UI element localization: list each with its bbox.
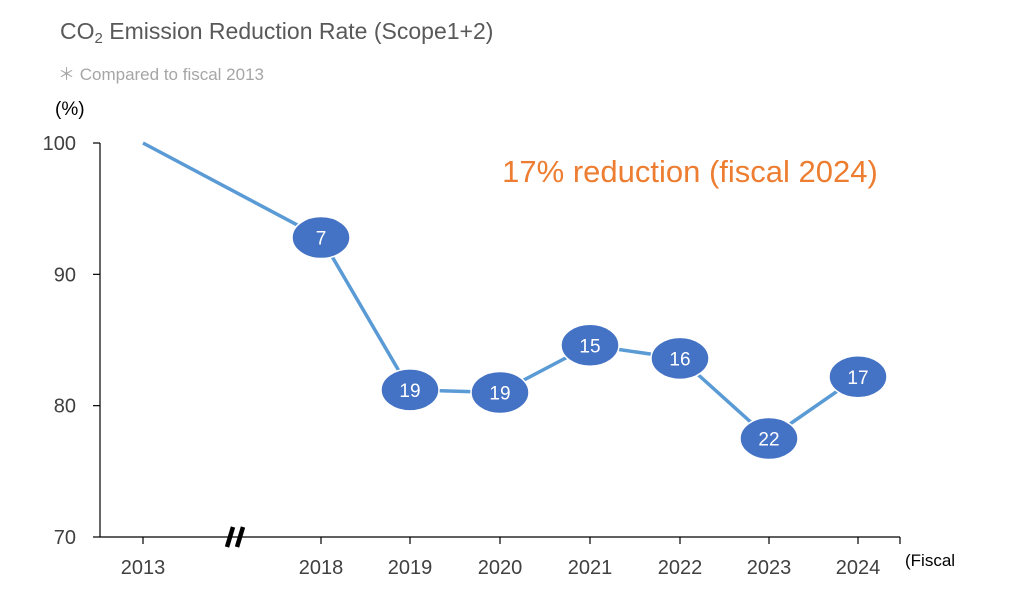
data-point-marker (739, 416, 799, 461)
x-tick-label: 2019 (388, 557, 433, 579)
axis-break-stroke (224, 526, 236, 548)
x-tick-label: 2022 (658, 557, 703, 579)
chart-text: 70 80 90 100 (%) 2013 2018 2019 2020 2021 2022 2023… (43, 99, 955, 579)
x-tick-label: 2013 (121, 557, 166, 579)
data-label: 7 (316, 229, 327, 250)
data-point-marker (380, 368, 440, 412)
x-tick-label: 2024 (836, 557, 881, 579)
data-point-marker (560, 323, 620, 368)
x-tick-label: 2021 (568, 557, 613, 579)
y-axis-label: (%) (55, 99, 85, 120)
y-tick-label: 80 (54, 396, 76, 418)
data-point-marker (291, 215, 351, 260)
data-markers: 7 19 19 15 16 22 17 (291, 215, 888, 461)
y-tick-label: 100 (43, 133, 76, 155)
x-tick-label: 2020 (478, 557, 523, 579)
y-tick-label: 90 (54, 264, 76, 286)
data-label: 17 (847, 368, 868, 389)
axis-break-mark (224, 526, 246, 548)
data-point-marker (828, 355, 888, 399)
chart-subtitle: ＊ Compared to fiscal 2013 (58, 65, 264, 84)
data-point-marker (470, 370, 530, 415)
data-label: 19 (399, 381, 420, 402)
data-label: 16 (669, 349, 690, 370)
data-label: 19 (489, 384, 510, 405)
x-axis-label: (Fiscal (905, 551, 955, 570)
axis-break-stroke (234, 526, 246, 548)
x-tick-label: 2023 (747, 557, 792, 579)
x-tick-label: 2018 (299, 557, 344, 579)
y-tick-label: 70 (54, 527, 76, 549)
data-label: 22 (758, 430, 779, 451)
data-label: 15 (579, 336, 600, 357)
data-point-marker (650, 336, 710, 381)
axes (93, 142, 901, 548)
chart-title: CO2 Emission Reduction Rate (Scope1+2) (60, 18, 494, 47)
annotation-callout: 17% reduction (fiscal 2024) (502, 154, 878, 189)
